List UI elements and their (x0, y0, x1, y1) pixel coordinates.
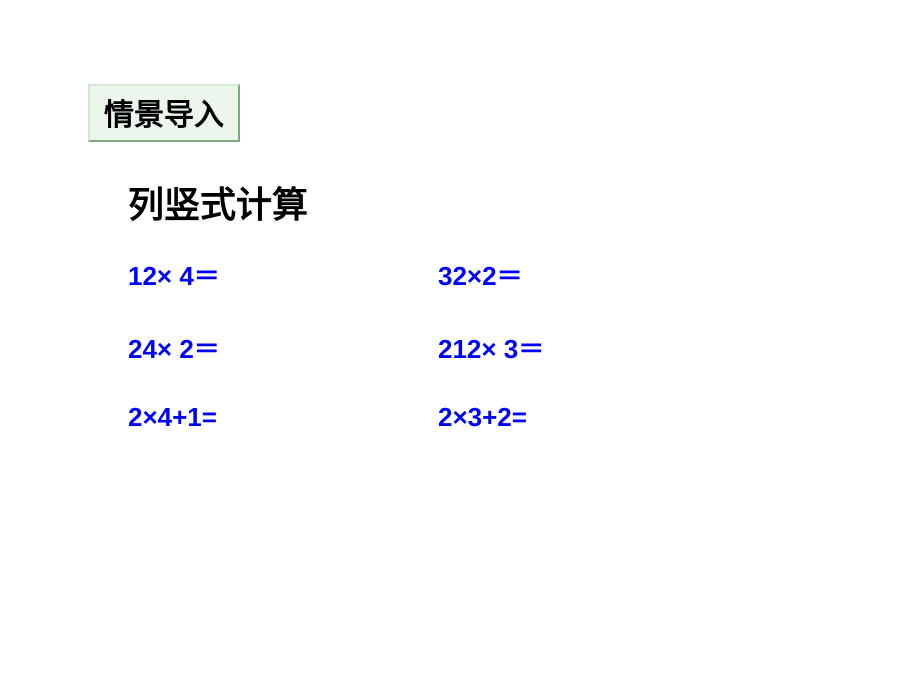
problem-cell: 212× 3＝ (438, 329, 768, 366)
subtitle: 列竖式计算 (128, 176, 308, 228)
problem-cell: 32×2＝ (438, 256, 768, 293)
problem-cell: 24× 2＝ (128, 329, 438, 366)
problems-grid: 12× 4＝ 32×2＝ 24× 2＝ 212× 3＝ 2×4+1= 2×3+2… (128, 256, 768, 469)
problem-cell: 2×4+1= (128, 402, 438, 433)
problem-row: 24× 2＝ 212× 3＝ (128, 329, 768, 366)
section-badge: 情景导入 (88, 84, 240, 142)
section-badge-text: 情景导入 (104, 99, 224, 132)
problem-cell: 12× 4＝ (128, 256, 438, 293)
problem-cell: 2×3+2= (438, 402, 768, 433)
problem-row: 12× 4＝ 32×2＝ (128, 256, 768, 293)
problem-row: 2×4+1= 2×3+2= (128, 402, 768, 433)
